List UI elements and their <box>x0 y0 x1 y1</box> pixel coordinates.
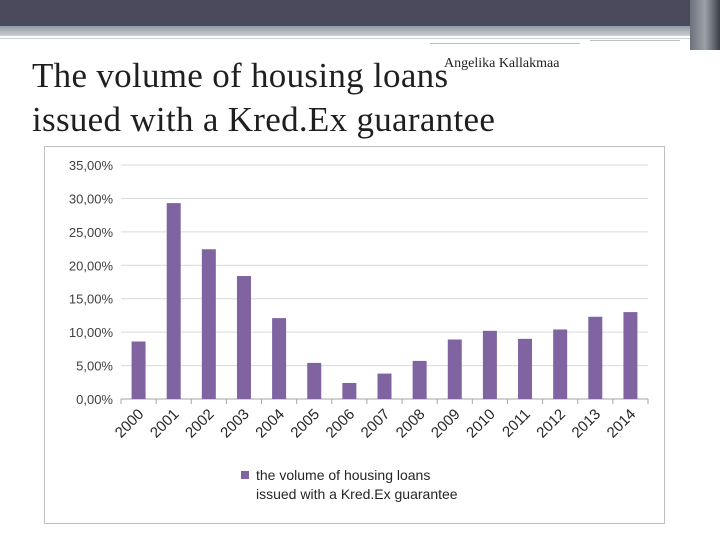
bar-2010 <box>482 330 497 399</box>
x-tick-label: 2003 <box>217 406 253 442</box>
x-tick-label: 2010 <box>463 406 499 442</box>
x-tick-label: 2006 <box>323 406 359 442</box>
x-tick-label: 2008 <box>393 406 429 442</box>
x-tick-label: 2000 <box>112 406 148 442</box>
x-tick-label: 2012 <box>533 406 569 442</box>
y-tick-label: 35,00% <box>69 158 114 173</box>
slide-corner-decoration <box>690 0 720 50</box>
y-tick-label: 20,00% <box>69 258 114 273</box>
slide-title-line-2: issued with a Kred.Ex guarantee <box>32 100 496 139</box>
author-name: Angelika Kallakmaa <box>444 56 560 71</box>
bar-2011 <box>518 338 533 399</box>
legend-swatch <box>241 471 249 479</box>
bar-2002 <box>201 249 216 399</box>
bar-2009 <box>447 339 462 399</box>
y-tick-label: 5,00% <box>76 359 113 374</box>
x-tick-label: 2007 <box>358 406 394 442</box>
x-tick-label: 2004 <box>252 406 288 442</box>
bar-2012 <box>553 329 568 399</box>
slide-top-bar <box>0 0 720 26</box>
legend-label-line-2: issued with a Kred.Ex guarantee <box>256 486 458 502</box>
x-tick-label: 2001 <box>147 406 183 442</box>
x-tick-label: 2011 <box>499 406 534 441</box>
y-tick-label: 30,00% <box>69 191 114 206</box>
bar-2005 <box>307 362 322 399</box>
x-tick-label: 2013 <box>569 406 605 442</box>
y-tick-label: 25,00% <box>69 225 114 240</box>
bar-2004 <box>272 318 287 399</box>
slide-title: The volume of housing loans issued with … <box>32 54 672 142</box>
chart-frame: 0,00% 5,00% 10,00% 15,00% 20,00% 25,00% 30,00%… <box>44 146 665 524</box>
y-tick-label: 0,00% <box>76 392 113 407</box>
decorative-line <box>590 40 680 41</box>
bar-2001 <box>166 203 181 399</box>
slide-title-line-1: The volume of housing loans <box>32 56 449 95</box>
decorative-line <box>430 43 580 44</box>
bar-2008 <box>412 360 427 399</box>
bar-2000 <box>131 341 146 399</box>
x-tick-label: 2014 <box>604 406 640 442</box>
x-tick-label: 2009 <box>428 406 464 442</box>
bar-2007 <box>377 373 392 399</box>
y-tick-label: 15,00% <box>69 292 114 307</box>
decorative-line <box>0 38 690 39</box>
x-tick-label: 2005 <box>287 406 323 442</box>
bar-chart: 0,00% 5,00% 10,00% 15,00% 20,00% 25,00% 30,00%… <box>69 158 649 502</box>
bar-2006 <box>342 382 357 399</box>
slide-top-stripe <box>0 26 720 36</box>
bar-2003 <box>236 275 251 399</box>
legend-label-line-1: the volume of housing loans <box>256 467 430 483</box>
bar-2013 <box>588 316 603 399</box>
bar-2014 <box>623 312 638 399</box>
y-tick-label: 10,00% <box>69 325 114 340</box>
x-tick-label: 2002 <box>182 406 218 442</box>
